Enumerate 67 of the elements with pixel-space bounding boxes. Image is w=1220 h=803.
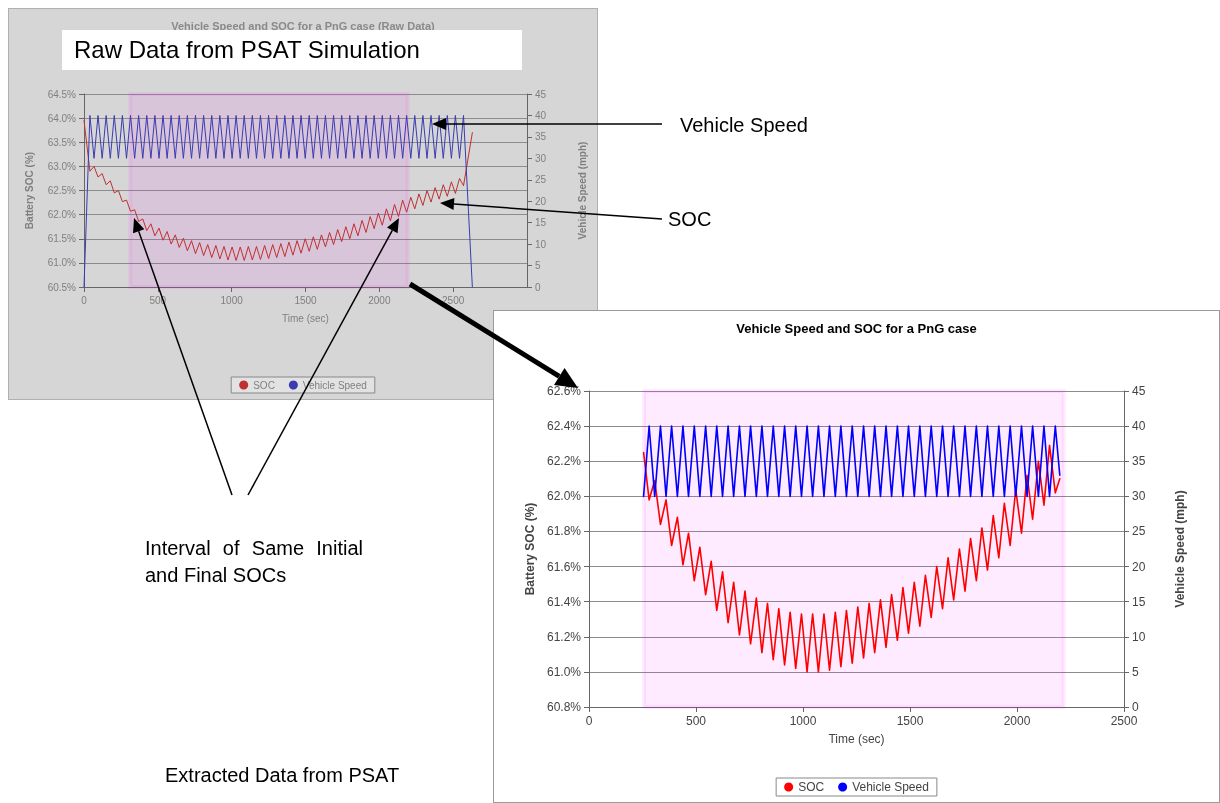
- x-tick-label: 1500: [896, 714, 924, 728]
- y2-tick-label: 35: [1132, 454, 1146, 469]
- y2-tick-label: 25: [535, 174, 547, 186]
- y2-tick-label: 45: [535, 88, 547, 100]
- x-axis-title: Time (sec): [282, 312, 329, 324]
- legend-label: SOC: [798, 780, 825, 794]
- y-tick-label: 61.6%: [546, 559, 582, 574]
- y2-tick-label: 5: [1132, 664, 1139, 679]
- x-tick-label: 2000: [368, 294, 391, 306]
- y-axis-title: Battery SOC (%): [23, 151, 35, 230]
- y2-tick-label: 45: [1132, 384, 1146, 398]
- legend-label: Vehicle Speed: [852, 780, 929, 794]
- text: Interval of Same Initial and Final SOCs: [145, 536, 363, 588]
- y-tick-label: 62.0%: [546, 489, 582, 504]
- y-tick-label: 61.2%: [546, 629, 582, 644]
- y2-tick-label: 10: [1132, 629, 1146, 644]
- y2-tick-label: 15: [1132, 594, 1146, 609]
- x-tick-label: 2000: [1003, 714, 1031, 728]
- text: Vehicle Speed: [680, 113, 808, 138]
- y2-tick-label: 20: [1132, 559, 1146, 574]
- y-tick-label: 63.5%: [47, 136, 77, 148]
- x-tick-label: 1000: [789, 714, 817, 728]
- x-tick-label: 2500: [1110, 714, 1138, 728]
- legend-label: SOC: [253, 379, 275, 391]
- y2-axis-title: Vehicle Speed (mph): [1173, 490, 1187, 608]
- y-axis-title: Battery SOC (%): [523, 502, 538, 596]
- y2-tick-label: 15: [535, 217, 547, 229]
- y-tick-label: 62.0%: [47, 209, 77, 221]
- y-tick-label: 64.5%: [47, 88, 77, 100]
- y-tick-label: 62.6%: [546, 384, 582, 398]
- x-tick-label: 500: [685, 714, 707, 728]
- y-tick-label: 64.0%: [47, 112, 77, 124]
- y2-tick-label: 40: [1132, 419, 1146, 434]
- y-tick-label: 61.5%: [47, 233, 77, 245]
- y-tick-label: 61.0%: [546, 664, 582, 679]
- y-tick-label: 61.8%: [546, 524, 582, 539]
- y2-tick-label: 30: [535, 152, 547, 164]
- text: Extracted Data from PSAT: [165, 763, 400, 788]
- x-tick-label: 1500: [294, 294, 318, 306]
- y-tick-label: 61.0%: [47, 257, 77, 269]
- line-series: [642, 444, 1061, 673]
- x-tick-label: 0: [81, 294, 88, 306]
- y-tick-label: 62.2%: [546, 454, 582, 469]
- chart-title: Vehicle Speed and SOC for a PnG case (Raw Data): [171, 19, 436, 32]
- y2-tick-label: 10: [535, 238, 547, 250]
- y-tick-label: 62.4%: [546, 419, 582, 434]
- y2-tick-label: 30: [1132, 489, 1146, 504]
- x-axis-title: Time (sec): [828, 732, 885, 746]
- y2-tick-label: 40: [535, 109, 547, 121]
- y2-tick-label: 20: [535, 195, 547, 207]
- text: Raw Data from PSAT Simulation: [62, 30, 522, 71]
- chart-title: Vehicle Speed and SOC for a PnG case: [736, 321, 977, 336]
- line-series: [83, 120, 473, 261]
- x-tick-label: 1000: [220, 294, 244, 306]
- y-tick-label: 61.4%: [546, 594, 582, 609]
- y2-tick-label: 5: [535, 260, 541, 272]
- y2-tick-label: 25: [1132, 524, 1146, 539]
- text: SOC: [668, 207, 712, 232]
- y-tick-label: 60.5%: [47, 281, 77, 293]
- y-tick-label: 62.5%: [47, 185, 77, 196]
- y2-tick-label: 35: [535, 131, 547, 143]
- y2-tick-label: 0: [535, 281, 541, 293]
- y2-axis-title: Vehicle Speed (mph): [576, 141, 588, 240]
- x-tick-label: 0: [585, 714, 593, 728]
- y-tick-label: 63.0%: [47, 160, 77, 172]
- y-tick-label: 60.8%: [546, 700, 582, 714]
- y2-tick-label: 0: [1132, 700, 1139, 714]
